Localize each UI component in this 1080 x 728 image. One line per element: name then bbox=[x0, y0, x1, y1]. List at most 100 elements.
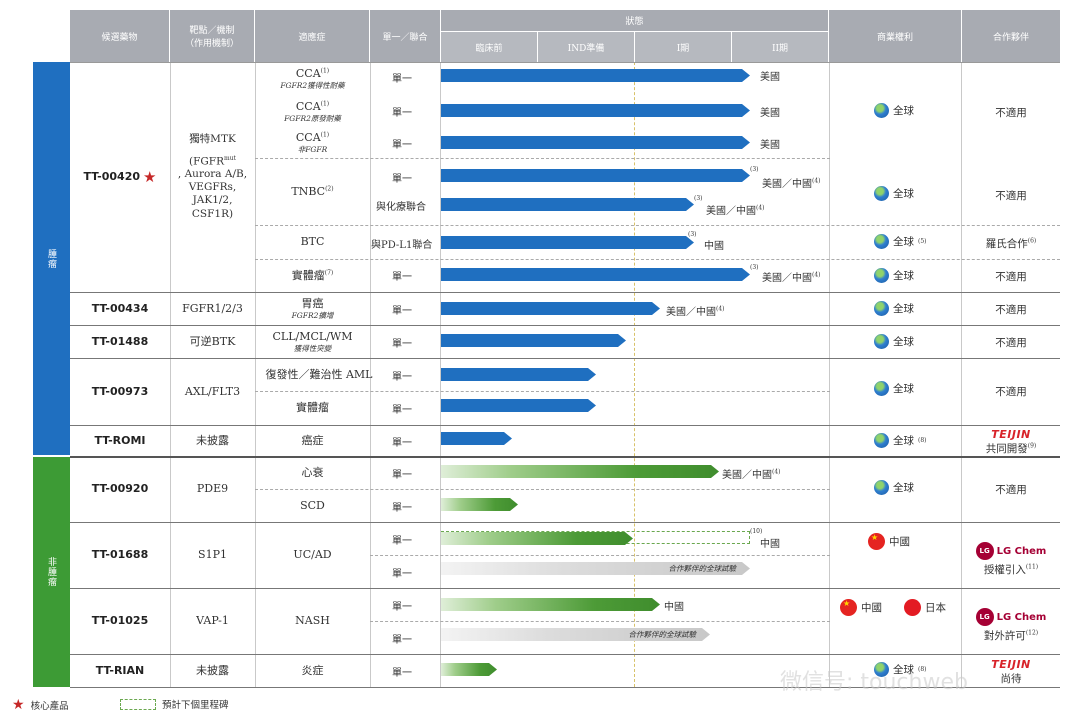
progress-bar bbox=[441, 663, 497, 676]
header-partner: 合作夥伴 bbox=[962, 10, 1060, 62]
teijin-logo: TEIJIN bbox=[991, 428, 1031, 441]
target-ttrian: 未披露 bbox=[196, 663, 229, 677]
indication-btc: BTC bbox=[300, 235, 325, 249]
candidate-tt00920: TT-00920 bbox=[91, 482, 149, 496]
region-label: 中國 bbox=[760, 539, 780, 550]
rights-global: 全球 bbox=[874, 334, 914, 349]
target-tt01488: 可逆BTK bbox=[189, 334, 236, 348]
region-note: (3) bbox=[750, 166, 759, 173]
partner-na: 不適用 bbox=[995, 386, 1027, 398]
progress-bar bbox=[441, 104, 750, 117]
mode-label: 單一 bbox=[392, 536, 412, 547]
target-tt01688: S1P1 bbox=[198, 548, 227, 562]
mode-label: 單一 bbox=[392, 339, 412, 350]
target-tt00973: AXL/FLT3 bbox=[184, 384, 241, 398]
indication-heart-failure: 心衰 bbox=[301, 465, 324, 479]
mode-label: 單一 bbox=[392, 372, 412, 383]
progress-bar bbox=[441, 169, 750, 182]
region-label: 美國 bbox=[760, 140, 780, 151]
indication-cancer: 癌症 bbox=[301, 433, 324, 447]
partner-na: 不適用 bbox=[995, 337, 1027, 349]
china-flag-icon bbox=[840, 599, 857, 616]
indication-aml: 復發性／難治性 AML bbox=[265, 367, 373, 381]
progress-bar bbox=[441, 198, 694, 211]
region-label: 美國 bbox=[760, 108, 780, 119]
china-flag-icon bbox=[868, 533, 885, 550]
mode-label: 單一 bbox=[392, 635, 412, 646]
header-phase-2: II期 bbox=[732, 32, 828, 62]
rights-global: 全球 (5) bbox=[874, 234, 927, 249]
progress-bar bbox=[441, 498, 518, 511]
header-candidate: 候選藥物 bbox=[70, 10, 169, 62]
partner-trial-bar: 合作夥伴的全球試驗 bbox=[441, 562, 750, 575]
progress-bar bbox=[441, 432, 512, 445]
region-note: (3) bbox=[688, 231, 697, 238]
mode-label: 與PD-L1聯合 bbox=[371, 240, 433, 251]
rights-global: 全球 (8) bbox=[874, 433, 927, 448]
mode-label: 單一 bbox=[392, 438, 412, 449]
star-icon: ★ bbox=[12, 697, 25, 713]
grid-vline bbox=[170, 62, 171, 687]
indication-inflammation: 炎症 bbox=[301, 663, 324, 677]
mode-label: 單一 bbox=[392, 140, 412, 151]
row-divider bbox=[70, 522, 1060, 523]
globe-icon bbox=[874, 334, 889, 349]
header-rights: 商業權利 bbox=[829, 10, 961, 62]
globe-icon bbox=[874, 301, 889, 316]
header-indication: 適應症 bbox=[255, 10, 369, 62]
mode-label: 單一 bbox=[392, 668, 412, 679]
indication-cca: CCA(1) FGFR2獲得性耐藥 bbox=[280, 67, 345, 91]
indication-tnbc: TNBC(2) bbox=[291, 184, 334, 198]
indication-cca: CCA(1) FGFR2原發耐藥 bbox=[284, 100, 341, 124]
row-divider bbox=[70, 292, 1060, 293]
row-subdivider bbox=[370, 555, 830, 556]
candidate-tt01688: TT-01688 bbox=[91, 548, 149, 562]
row-subdivider bbox=[255, 225, 1060, 226]
candidate-tt01488: TT-01488 bbox=[91, 334, 149, 348]
milestone-guide-line bbox=[634, 62, 635, 687]
globe-icon bbox=[874, 234, 889, 249]
header-mode: 單一／聯合 bbox=[370, 10, 440, 62]
mode-label: 單一 bbox=[392, 108, 412, 119]
grid-vline bbox=[961, 62, 962, 687]
candidate-ttrian: TT-RIAN bbox=[95, 663, 145, 677]
rights-china: 中國 bbox=[868, 533, 910, 550]
region-note: (10) bbox=[750, 528, 763, 535]
row-divider bbox=[70, 425, 1060, 426]
rights-global: 全球 bbox=[874, 381, 914, 396]
mode-label: 與化療聯合 bbox=[376, 202, 426, 213]
grid-vline bbox=[829, 62, 830, 687]
target-tt01025: VAP-1 bbox=[196, 614, 229, 628]
row-divider bbox=[70, 687, 1060, 688]
progress-bar bbox=[441, 302, 660, 315]
watermark: 微信号: touchweb bbox=[780, 670, 968, 695]
candidate-tt00420: TT-00420 ★ bbox=[83, 167, 157, 186]
partner-teijin: TEIJIN 尚待 bbox=[962, 658, 1060, 686]
header-target: 靶點／機制 （作用機制） bbox=[170, 10, 254, 62]
indication-solid-tumor: 實體瘤 bbox=[296, 401, 329, 415]
region-note: (3) bbox=[694, 195, 703, 202]
group-oncology: 腫瘤 bbox=[33, 62, 70, 455]
indication-cll: CLL/MCL/WM 獲得性突變 bbox=[272, 329, 353, 353]
lg-logo-icon: LG bbox=[975, 542, 994, 560]
partner-na: 不適用 bbox=[995, 484, 1027, 496]
progress-bar bbox=[441, 368, 596, 381]
target-tt00434: FGFR1/2/3 bbox=[182, 301, 243, 315]
globe-icon bbox=[874, 186, 889, 201]
header-phase-ind: IND準備 bbox=[538, 32, 634, 62]
globe-icon bbox=[874, 103, 889, 118]
mode-label: 單一 bbox=[392, 74, 412, 85]
target-ttromi: 未披露 bbox=[196, 433, 229, 447]
mode-label: 單一 bbox=[392, 272, 412, 283]
progress-bar bbox=[441, 268, 750, 281]
target-tt00920: PDE9 bbox=[196, 482, 229, 496]
grid-vline bbox=[255, 62, 256, 687]
header-status: 狀態 bbox=[441, 10, 828, 31]
progress-bar bbox=[441, 334, 626, 347]
progress-bar bbox=[441, 136, 750, 149]
group-non-oncology: 非腫瘤 bbox=[33, 457, 70, 687]
row-divider bbox=[70, 358, 1060, 359]
mode-label: 單一 bbox=[392, 174, 412, 185]
row-divider bbox=[70, 654, 1060, 655]
mode-label: 單一 bbox=[392, 470, 412, 481]
